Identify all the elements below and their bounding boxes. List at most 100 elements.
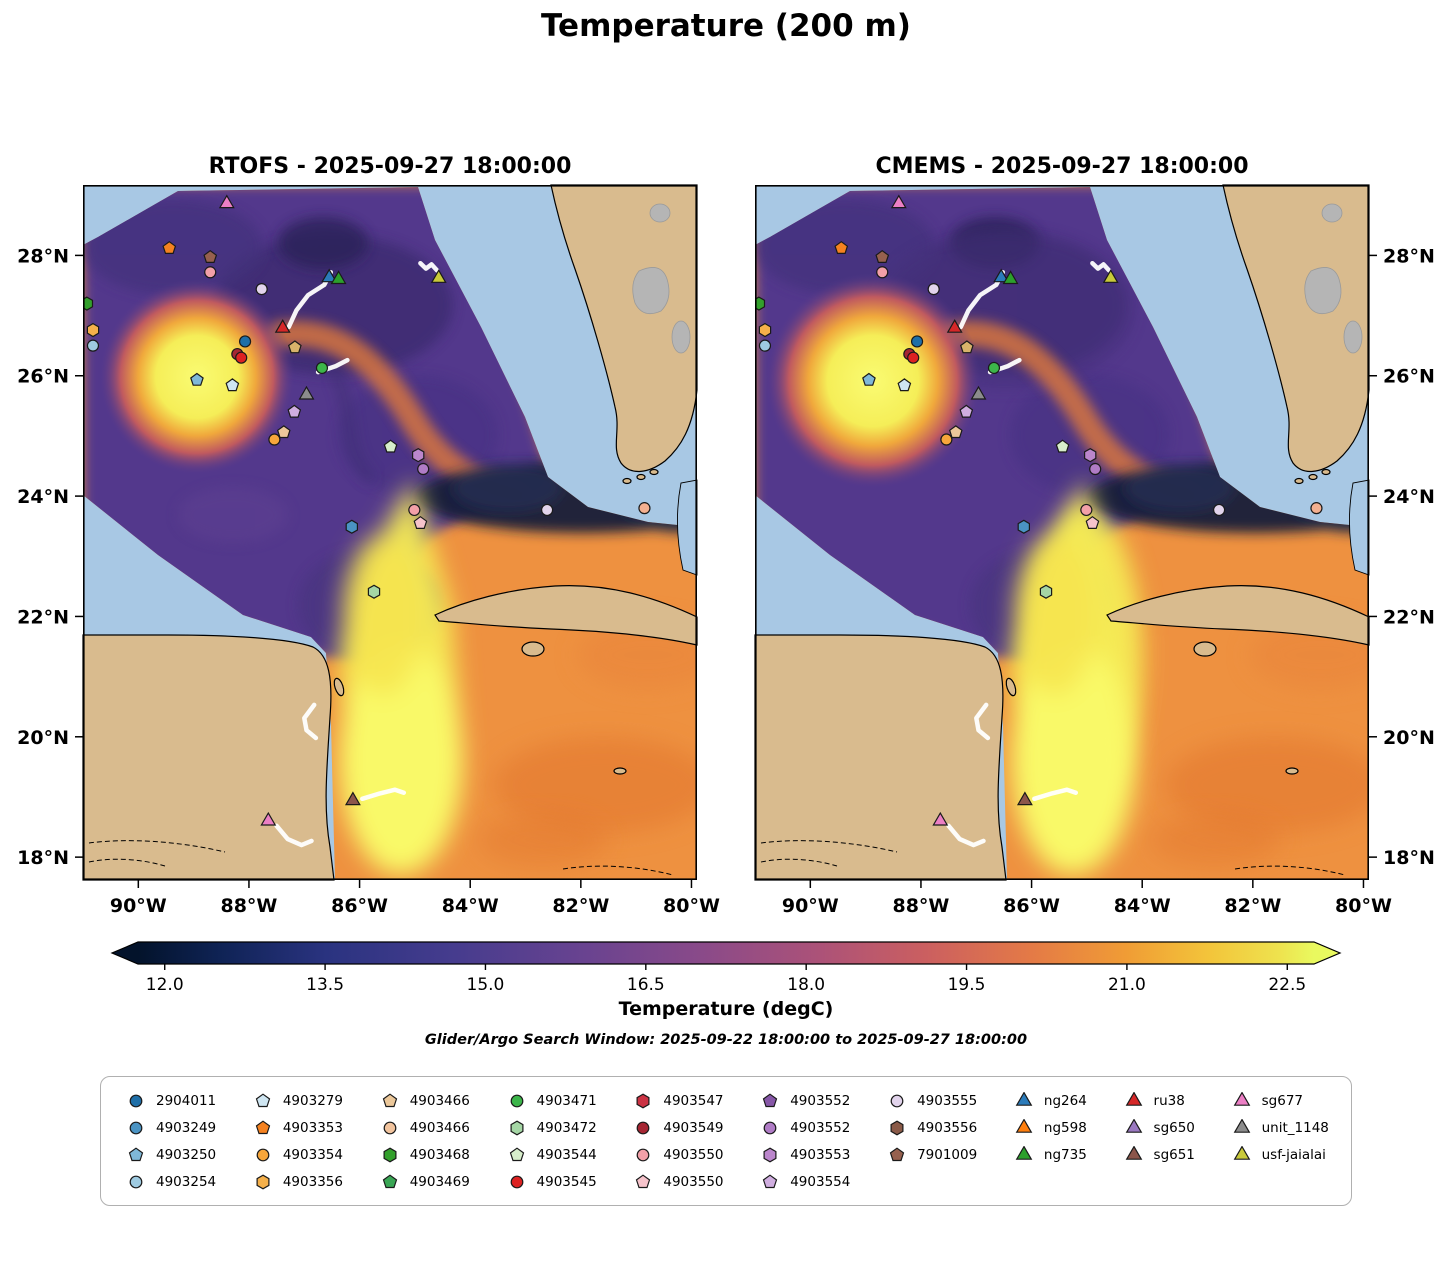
marker-2904011 — [238, 335, 252, 348]
search-window-subtitle: Glider/Argo Search Window: 2025-09-22 18… — [424, 1032, 1028, 1048]
marker-4903356 — [256, 1174, 270, 1189]
marker-4903249 — [345, 519, 358, 534]
track-usf-jaialai — [418, 260, 440, 273]
colorbar-tick-label: 21.0 — [1108, 975, 1146, 995]
legend-column-9: ru38 sg650 sg651 — [1121, 1087, 1195, 1168]
legend-label: 4903250 — [156, 1146, 217, 1163]
legend-marker-4903254 — [129, 1175, 143, 1188]
legend-marker-sg650 — [1125, 1118, 1142, 1133]
marker-4903545 — [907, 351, 920, 364]
lon-tick-label: 84°W — [1114, 895, 1171, 917]
marker-4903550 — [638, 502, 651, 515]
marker-4903550 — [636, 1148, 650, 1161]
marker-4903555 — [255, 282, 268, 296]
lat-tick-label: 26°N — [1383, 366, 1435, 388]
marker-4903555 — [540, 503, 554, 517]
marker-4903552 — [763, 1121, 777, 1134]
marker-4903250 — [190, 372, 204, 386]
marker-ru38 — [1125, 1091, 1142, 1106]
marker-4903354 — [256, 1148, 270, 1161]
marker-4903550 — [636, 1173, 651, 1188]
marker-4903550 — [1310, 502, 1323, 515]
marker-4903544 — [509, 1146, 524, 1161]
marker-4903554 — [287, 404, 302, 418]
marker-4903549 — [636, 1121, 650, 1134]
legend-label: 4903544 — [536, 1146, 597, 1163]
legend-item-4903544: 4903544 — [504, 1141, 597, 1168]
legend-marker-4903354 — [256, 1148, 270, 1161]
legend-item-ng735: ng735 — [1011, 1141, 1087, 1168]
legend-item-4903471: 4903471 — [504, 1087, 597, 1114]
marker-4903552 — [1089, 462, 1102, 476]
legend-label: 4903553 — [790, 1146, 851, 1163]
marker-4903550 — [408, 503, 421, 517]
legend-marker-4903552 — [763, 1121, 777, 1134]
marker-7901009 — [875, 249, 890, 264]
marker-4903550 — [1080, 503, 1093, 517]
lat-tick-label: 22°N — [17, 606, 69, 628]
marker-4903472 — [367, 584, 381, 599]
legend-item-4903469: 4903469 — [377, 1168, 470, 1195]
legend-label: 4903249 — [156, 1119, 217, 1136]
marker-4903550 — [1085, 515, 1100, 529]
legend-marker-4903547 — [636, 1093, 650, 1108]
legend-label: 4903469 — [409, 1173, 470, 1190]
marker-4903555 — [1212, 503, 1226, 517]
legend-column-8: ng264 ng598 ng735 — [1011, 1087, 1087, 1168]
legend-item-4903550: 4903550 — [630, 1168, 724, 1195]
legend-item-4903356: 4903356 — [250, 1168, 343, 1195]
legend-item-4903466: 4903466 — [377, 1087, 470, 1114]
marker-4903468 — [755, 296, 766, 311]
legend-label: sg677 — [1261, 1092, 1303, 1109]
marker-4903471 — [510, 1094, 523, 1107]
legend-label: 4903555 — [917, 1092, 978, 1109]
marker-usf-jaialai — [430, 269, 447, 283]
legend-column-4: 4903471 4903472 4903544 4903545 — [504, 1087, 597, 1195]
marker-4903250 — [128, 1146, 144, 1161]
marker-4903466 — [948, 425, 963, 439]
marker-4903553 — [1084, 448, 1097, 463]
marker-4903553 — [763, 1147, 777, 1162]
legend-item-4903279: 4903279 — [250, 1087, 343, 1114]
marker-4903472 — [510, 1120, 524, 1135]
colorbar: 12.0 13.5 15.0 16.5 18.0 19.5 21.0 22.5 — [110, 941, 1342, 995]
marker-4903552 — [763, 1092, 778, 1107]
map-cmems: 28°N 26°N 24°N 22°N 20°N 18°N 90°W 88°W 86°W 84°W… — [754, 184, 1435, 917]
lon-tick-label: 86°W — [331, 895, 388, 917]
legend-marker-4903353 — [255, 1119, 271, 1134]
marker-4903544 — [383, 439, 398, 453]
lon-tick-label: 86°W — [1003, 895, 1060, 917]
legend-item-4903353: 4903353 — [250, 1114, 343, 1141]
colorbar-tick-label: 13.5 — [306, 975, 344, 995]
lat-tick-label: 18°N — [1383, 847, 1435, 869]
panel-title-cmems: CMEMS - 2025-09-27 18:00:00 — [875, 154, 1249, 179]
marker-4903353 — [834, 240, 849, 255]
legend-item-7901009: 7901009 — [884, 1141, 977, 1168]
marker-usf-jaialai — [1102, 269, 1119, 283]
legend-label: 4903545 — [536, 1173, 597, 1190]
legend-item-sg677: sg677 — [1229, 1087, 1329, 1114]
legend-item-4903556: 4903556 — [884, 1114, 977, 1141]
track-usf-jaialai — [1090, 260, 1112, 273]
legend-item-4903466: 4903466 — [377, 1114, 470, 1141]
marker-4903553 — [412, 448, 425, 463]
legend-item-4903555: 4903555 — [884, 1087, 977, 1114]
marker-4903544 — [1055, 439, 1070, 453]
legend-marker-ru38 — [1125, 1091, 1142, 1106]
marker-sg677 — [932, 811, 949, 826]
marker-4903466 — [276, 425, 291, 439]
marker-ru38 — [274, 318, 291, 333]
legend-item-4903552: 4903552 — [757, 1087, 850, 1114]
track-sg677 — [274, 823, 314, 848]
legend-label: 4903466 — [409, 1119, 470, 1136]
legend-label: 4903354 — [282, 1146, 343, 1163]
legend-marker-4903249 — [129, 1121, 143, 1134]
legend-label: 4903471 — [536, 1092, 597, 1109]
axes-rtofs: 28°N 26°N 24°N 22°N 20°N 18°N 90°W 88°W 86°W 84°W… — [17, 245, 720, 917]
legend-marker-ng598 — [1015, 1118, 1033, 1133]
marker-4903555 — [927, 282, 940, 296]
legend-column-10: sg677 unit_1148 usf-jaialai — [1229, 1087, 1329, 1168]
panel-title-rtofs: RTOFS - 2025-09-27 18:00:00 — [208, 154, 572, 179]
legend-item-4903549: 4903549 — [630, 1114, 724, 1141]
